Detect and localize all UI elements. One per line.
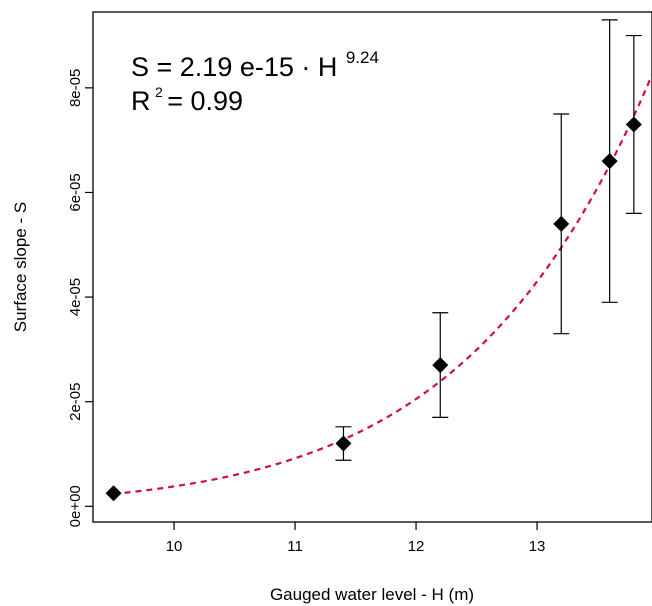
r2-prefix: R: [131, 86, 151, 116]
data-point-4: [601, 153, 618, 170]
plot-frame: [92, 11, 652, 523]
x-tick-label-2: 12: [408, 538, 425, 555]
equation-main: S = 2.19 e-15 · H: [131, 52, 337, 82]
data-point-0: [105, 485, 122, 502]
y-tick-label-4: 8e-05: [67, 69, 84, 107]
plot-area: [92, 11, 652, 523]
x-tick-label-3: 13: [529, 538, 546, 555]
equation-exponent: 9.24: [346, 48, 379, 67]
y-tick-label-3: 6e-05: [67, 173, 84, 211]
x-axis-title: Gauged water level - H (m): [270, 585, 474, 604]
x-axis: 10 11 12 13: [166, 522, 546, 555]
data-point-2: [432, 357, 449, 374]
r2-superscript: 2: [155, 84, 163, 100]
error-bars: [335, 19, 642, 461]
r2-annotation: R 2 = 0.99: [131, 84, 243, 116]
y-tick-label-2: 4e-05: [67, 278, 84, 316]
x-tick-label-0: 10: [166, 538, 183, 555]
data-markers: [105, 116, 642, 502]
equation-annotation: S = 2.19 e-15 · H 9.24: [131, 48, 379, 82]
data-point-1: [335, 435, 352, 452]
data-point-3: [553, 215, 570, 232]
y-axis-title: Surface slope - S: [11, 202, 30, 332]
r2-value: = 0.99: [167, 86, 243, 116]
y-tick-label-1: 2e-05: [67, 383, 84, 421]
data-point-5: [625, 116, 642, 133]
x-tick-label-1: 11: [287, 538, 303, 555]
y-axis: 0e+00 2e-05 4e-05 6e-05 8e-05: [67, 69, 93, 527]
y-tick-label-0: 0e+00: [67, 485, 84, 527]
fit-curve: [113, 74, 652, 496]
